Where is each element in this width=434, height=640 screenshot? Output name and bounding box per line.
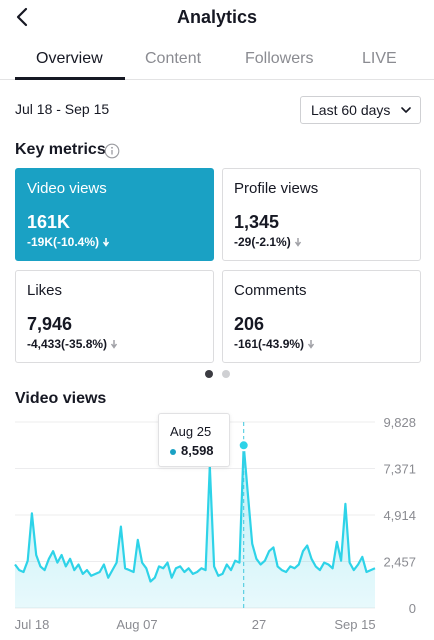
- metric-change: -4,433(-35.8%): [27, 337, 118, 351]
- y-tick-label: 9,828: [383, 415, 416, 430]
- metric-change: -161(-43.9%): [234, 337, 315, 351]
- metric-change: -29(-2.1%): [234, 235, 302, 249]
- metric-value: 206: [234, 314, 265, 334]
- key-metrics-title: Key metrics: [15, 141, 106, 158]
- metric-change-text: -19K(-10.4%): [27, 235, 100, 249]
- metric-value: 161K: [27, 212, 71, 232]
- y-tick-label: 7,371: [383, 462, 416, 477]
- tooltip-date: Aug 25: [170, 424, 212, 439]
- active-tab-indicator: [15, 77, 125, 80]
- tab-bar: Overview Content Followers LIVE: [0, 42, 434, 80]
- pager-dot[interactable]: [222, 370, 230, 378]
- date-range-label: Jul 18 - Sep 15: [15, 101, 110, 117]
- chevron-down-icon: [401, 107, 411, 113]
- pager-dot-active[interactable]: [205, 370, 213, 378]
- x-tick-label: 27: [252, 617, 266, 632]
- arrow-down-icon: [307, 340, 315, 349]
- metric-card-likes[interactable]: Likes 7,946 -4,433(-35.8%): [15, 270, 214, 363]
- chart-line: [14, 444, 376, 583]
- metric-value: 1,345: [234, 212, 280, 232]
- metric-change-text: -161(-43.9%): [234, 337, 305, 351]
- arrow-down-icon: [294, 238, 301, 247]
- chevron-left-icon[interactable]: [12, 5, 32, 29]
- tab-content[interactable]: Content: [145, 50, 202, 67]
- tab-followers[interactable]: Followers: [245, 50, 314, 67]
- highlight-point[interactable]: [237, 439, 250, 452]
- header: Analytics: [0, 0, 434, 36]
- metric-change-text: -29(-2.1%): [234, 235, 291, 249]
- metric-card-profile-views[interactable]: Profile views 1,345 -29(-2.1%): [222, 168, 421, 261]
- y-tick-label: 0: [409, 601, 416, 616]
- metric-label: Comments: [234, 282, 307, 299]
- x-tick-label: Aug 07: [116, 617, 157, 632]
- chart-title: Video views: [15, 390, 107, 407]
- y-tick-label: 4,914: [383, 508, 416, 523]
- metric-label: Video views: [27, 180, 107, 197]
- video-views-chart[interactable]: 9,828 7,371 4,914 2,457 0 Jul 18 Aug 07 27 Sep …: [0, 410, 434, 640]
- tooltip-dot: [170, 449, 176, 455]
- metric-label: Profile views: [234, 180, 319, 197]
- metric-change-text: -4,433(-35.8%): [27, 337, 108, 351]
- x-tick-label: Sep 15: [334, 617, 375, 632]
- period-dropdown-label: Last 60 days: [311, 102, 391, 118]
- x-tick-label: Jul 18: [15, 617, 50, 632]
- page-title: Analytics: [176, 7, 258, 27]
- tooltip-value: 8,598: [181, 443, 214, 458]
- chart-tooltip: Aug 25 8,598: [158, 413, 230, 467]
- arrow-down-icon: [110, 340, 118, 349]
- period-dropdown[interactable]: Last 60 days: [300, 96, 421, 124]
- metric-value: 7,946: [27, 314, 73, 334]
- arrow-down-icon: [102, 238, 110, 247]
- info-icon[interactable]: [104, 143, 120, 159]
- metric-card-video-views[interactable]: Video views 161K -19K(-10.4%): [15, 168, 214, 261]
- chart-area: [15, 445, 375, 608]
- y-tick-label: 2,457: [383, 555, 416, 570]
- metric-card-comments[interactable]: Comments 206 -161(-43.9%): [222, 270, 421, 363]
- tab-overview[interactable]: Overview: [36, 50, 103, 67]
- tab-live[interactable]: LIVE: [362, 50, 397, 67]
- metric-change: -19K(-10.4%): [27, 235, 110, 249]
- metric-label: Likes: [27, 282, 63, 299]
